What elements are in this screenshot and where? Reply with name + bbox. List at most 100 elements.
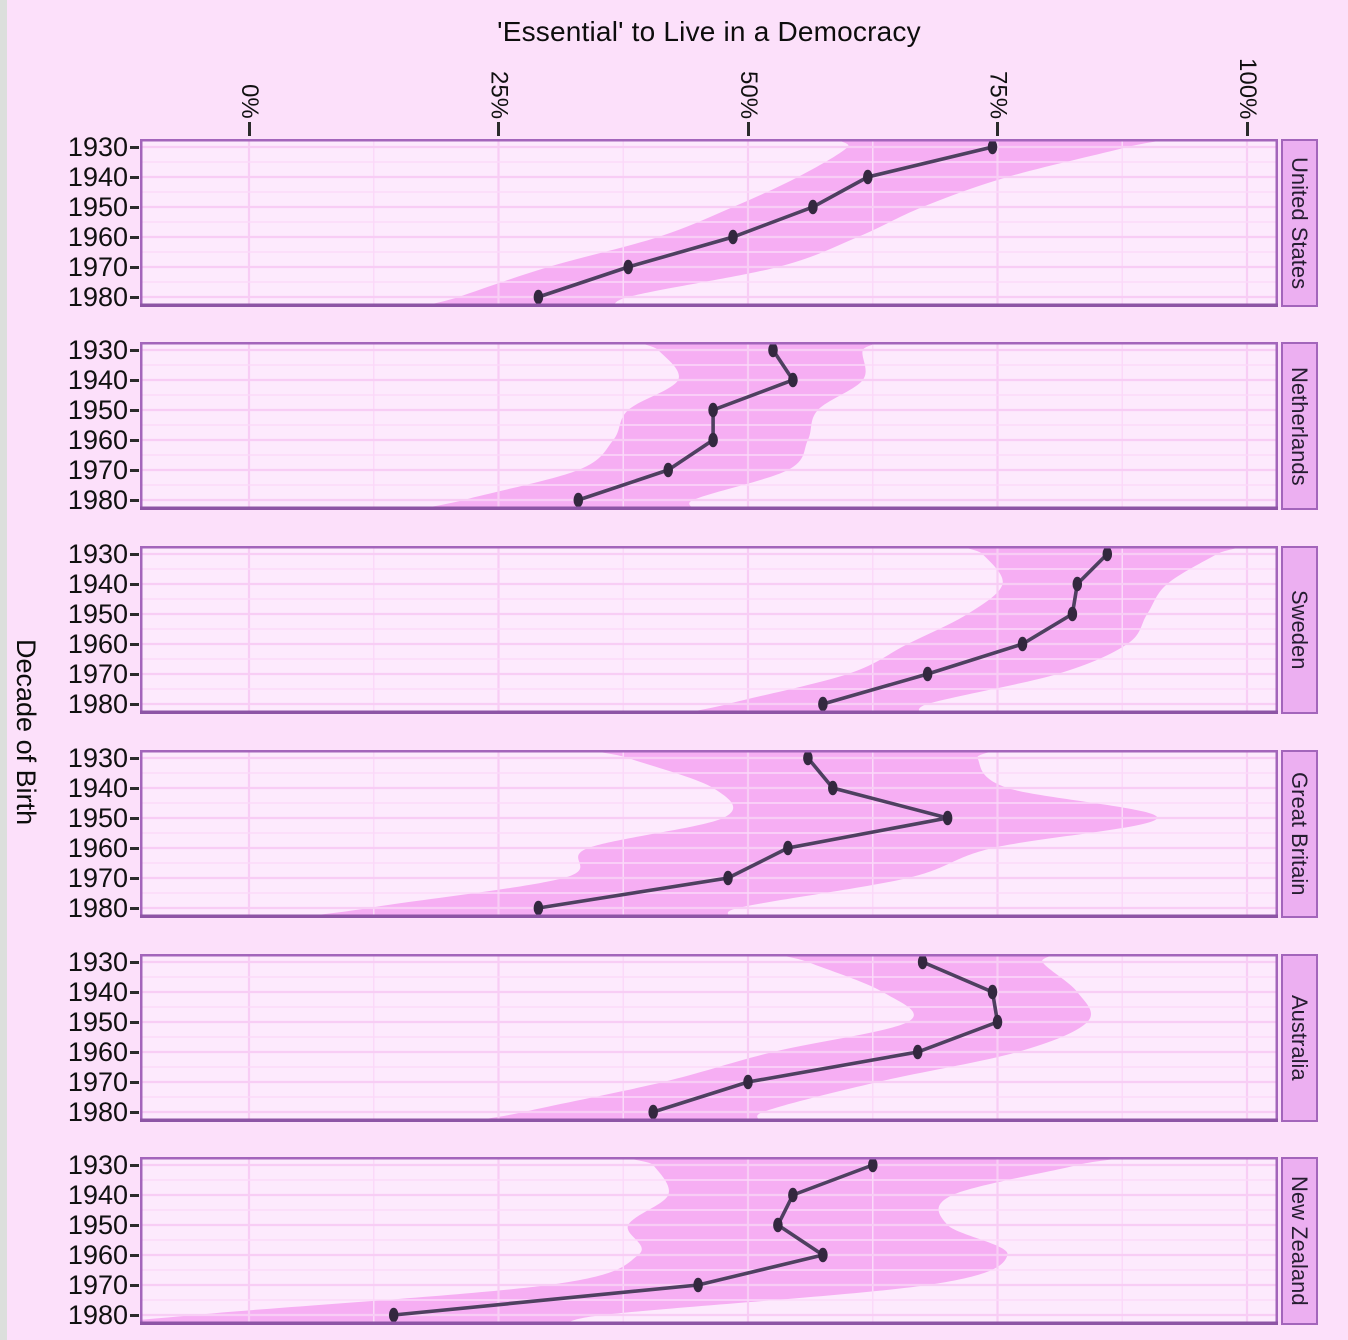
y-axis-tick-label: 1980: [67, 1300, 128, 1330]
strip-label: Great Britain: [1287, 772, 1312, 896]
y-axis-tick-mark: [130, 498, 139, 502]
y-axis-tick-mark: [130, 205, 139, 209]
y-axis-tick-mark: [130, 378, 139, 382]
y-axis-tick-label: 1930: [67, 539, 128, 569]
data-point: [623, 259, 633, 275]
strip-label: United States: [1287, 156, 1312, 290]
y-axis-tick-label: 1960: [67, 1240, 128, 1270]
y-axis-tick-mark: [130, 960, 139, 964]
y-axis-tick-mark: [130, 1110, 139, 1114]
y-axis-tick-label: 1930: [67, 335, 128, 365]
y-axis-tick-mark: [130, 786, 139, 790]
x-axis-tick-mark: [497, 122, 500, 136]
facet-strip-sweden: Sweden: [1281, 546, 1318, 714]
x-axis-tick-mark: [996, 122, 999, 136]
data-point: [1102, 546, 1113, 562]
y-axis-tick-label: 1940: [67, 1180, 128, 1210]
data-point: [788, 372, 798, 388]
facet-strip-united-states: United States: [1281, 139, 1318, 307]
confidence-ribbon: [679, 546, 1248, 714]
data-point: [1067, 606, 1078, 622]
confidence-ribbon: [419, 139, 1173, 307]
y-axis-tick-label: 1940: [67, 773, 128, 803]
confidence-ribbon: [413, 342, 883, 510]
data-point: [808, 199, 818, 215]
gridlines: [140, 1157, 1278, 1325]
y-axis-tick-label: 1970: [67, 659, 128, 689]
y-axis-tick-mark: [130, 145, 139, 149]
data-point: [818, 1247, 828, 1263]
y-axis-tick-mark: [130, 1193, 139, 1197]
data-point: [788, 1187, 798, 1203]
y-axis-tick-label: 1970: [67, 1067, 128, 1097]
strip-label: New Zealand: [1287, 1176, 1312, 1306]
y-axis-tick-label: 1930: [67, 743, 128, 773]
data-point: [693, 1277, 703, 1293]
y-axis-tick-mark: [130, 1253, 139, 1257]
gridlines: [140, 546, 1278, 714]
y-axis-tick-label: 1980: [67, 689, 128, 719]
y-axis-tick-mark: [130, 702, 139, 706]
y-axis-tick-mark: [130, 876, 139, 880]
y-axis-tick-mark: [130, 1313, 139, 1317]
facet-panel-australia: [140, 954, 1278, 1122]
y-axis-tick-label: 1970: [67, 1270, 128, 1300]
trend-line: [822, 552, 1109, 706]
y-axis-tick-label: 1960: [67, 222, 128, 252]
data-point: [533, 900, 544, 916]
y-axis-tick-label: 1930: [67, 1150, 128, 1180]
y-axis-title: Decade of Birth: [11, 638, 41, 826]
x-axis-tick-mark: [247, 122, 251, 136]
y-axis-tick-mark: [130, 1080, 139, 1084]
data-point: [912, 1044, 923, 1060]
data-point: [388, 1307, 399, 1323]
data-point: [922, 666, 933, 682]
trend-line: [537, 145, 993, 299]
facet-panel-great-britain: [140, 750, 1278, 918]
data-point: [648, 1104, 658, 1120]
data-point: [942, 810, 953, 826]
data-point: [743, 1074, 753, 1090]
y-axis-tick-label: 1950: [67, 395, 128, 425]
y-axis-tick-mark: [130, 348, 139, 352]
y-axis-tick-label: 1960: [67, 425, 128, 455]
data-point: [828, 780, 838, 796]
y-axis-tick-mark: [130, 1163, 139, 1167]
y-axis-tick-mark: [130, 552, 139, 556]
facet-panel-sweden: [140, 546, 1278, 714]
x-axis-tick-label: 25%: [485, 70, 513, 119]
x-axis-tick-mark: [1245, 122, 1249, 136]
data-point: [533, 289, 544, 305]
x-axis-tick-label: 50%: [735, 70, 762, 119]
data-point: [728, 229, 738, 245]
y-axis-tick-label: 1930: [67, 132, 128, 162]
facet-strip-australia: Australia: [1281, 954, 1318, 1122]
facet-panel-new-zealand: [140, 1157, 1278, 1325]
y-axis-tick-mark: [130, 672, 139, 676]
facet-strip-new-zealand: New Zealand: [1281, 1157, 1318, 1325]
y-axis-tick-label: 1950: [67, 1210, 128, 1240]
y-axis-tick-mark: [130, 235, 139, 239]
y-axis-tick-label: 1940: [67, 365, 128, 395]
y-axis-tick-label: 1970: [67, 863, 128, 893]
data-point: [917, 954, 928, 970]
y-axis-tick-label: 1940: [67, 977, 128, 1007]
y-axis-tick-label: 1980: [67, 282, 128, 312]
data-point: [1072, 576, 1083, 592]
strip-label: Australia: [1287, 995, 1312, 1081]
data-point: [663, 462, 673, 478]
data-point: [992, 1014, 1003, 1030]
y-axis-tick-label: 1980: [67, 485, 128, 515]
gridlines: [140, 954, 1278, 1122]
left-window-edge: [0, 0, 7, 1340]
y-axis-tick-mark: [130, 1020, 139, 1024]
confidence-ribbon: [140, 1157, 1132, 1325]
y-axis-tick-label: 1950: [67, 599, 128, 629]
y-axis-tick-label: 1980: [67, 893, 128, 923]
y-axis-tick-label: 1960: [67, 1037, 128, 1067]
y-axis-tick-mark: [130, 816, 139, 820]
confidence-ribbon: [293, 750, 1158, 918]
y-axis-tick-mark: [130, 756, 139, 760]
y-axis-tick-mark: [130, 1223, 139, 1227]
